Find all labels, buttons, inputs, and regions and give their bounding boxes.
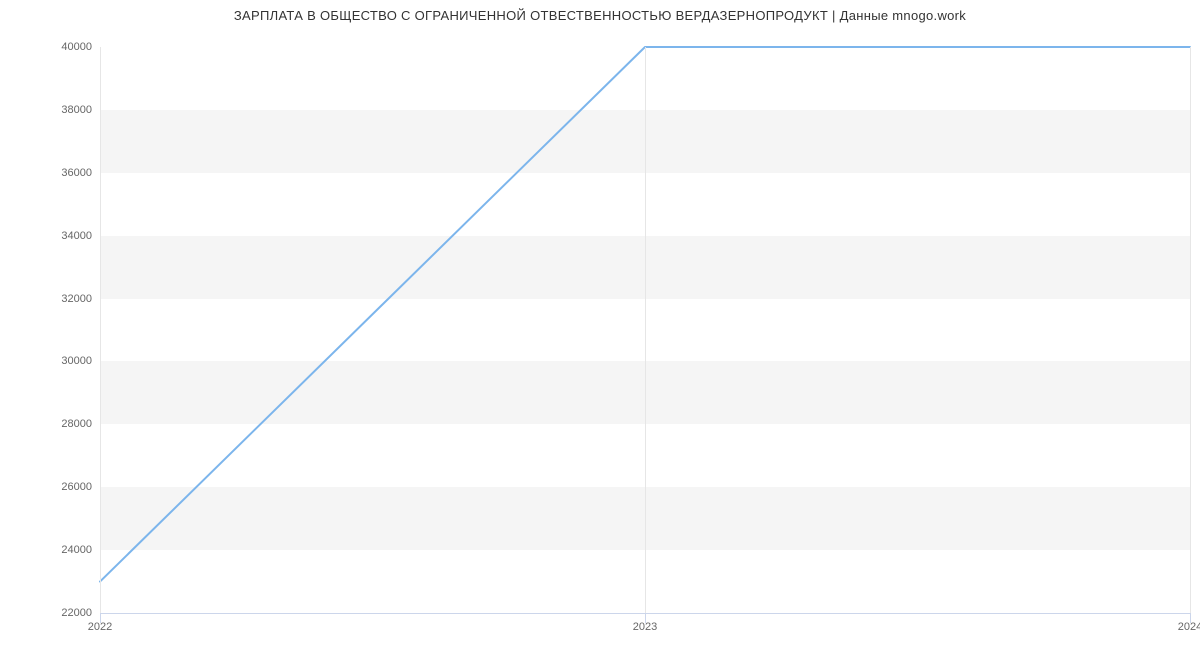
y-tick-label: 26000	[61, 481, 92, 493]
salary-line-chart: ЗАРПЛАТА В ОБЩЕСТВО С ОГРАНИЧЕННОЙ ОТВЕС…	[0, 0, 1200, 650]
x-axis-line	[100, 613, 1190, 614]
x-tick-label: 2022	[88, 621, 112, 633]
x-gridline	[645, 47, 646, 613]
x-gridline	[100, 47, 101, 613]
chart-title: ЗАРПЛАТА В ОБЩЕСТВО С ОГРАНИЧЕННОЙ ОТВЕС…	[0, 8, 1200, 23]
y-tick-label: 36000	[61, 167, 92, 179]
plot-area: 2022202320242200024000260002800030000320…	[100, 47, 1190, 613]
y-tick-label: 34000	[61, 230, 92, 242]
y-tick-label: 24000	[61, 544, 92, 556]
y-tick-label: 22000	[61, 607, 92, 619]
x-tick-label: 2023	[633, 621, 657, 633]
x-tick-label: 2024	[1178, 621, 1200, 633]
y-tick-label: 38000	[61, 104, 92, 116]
y-tick-label: 40000	[61, 41, 92, 53]
y-tick-label: 32000	[61, 293, 92, 305]
y-tick-label: 30000	[61, 355, 92, 367]
x-gridline	[1190, 47, 1191, 613]
y-tick-label: 28000	[61, 418, 92, 430]
